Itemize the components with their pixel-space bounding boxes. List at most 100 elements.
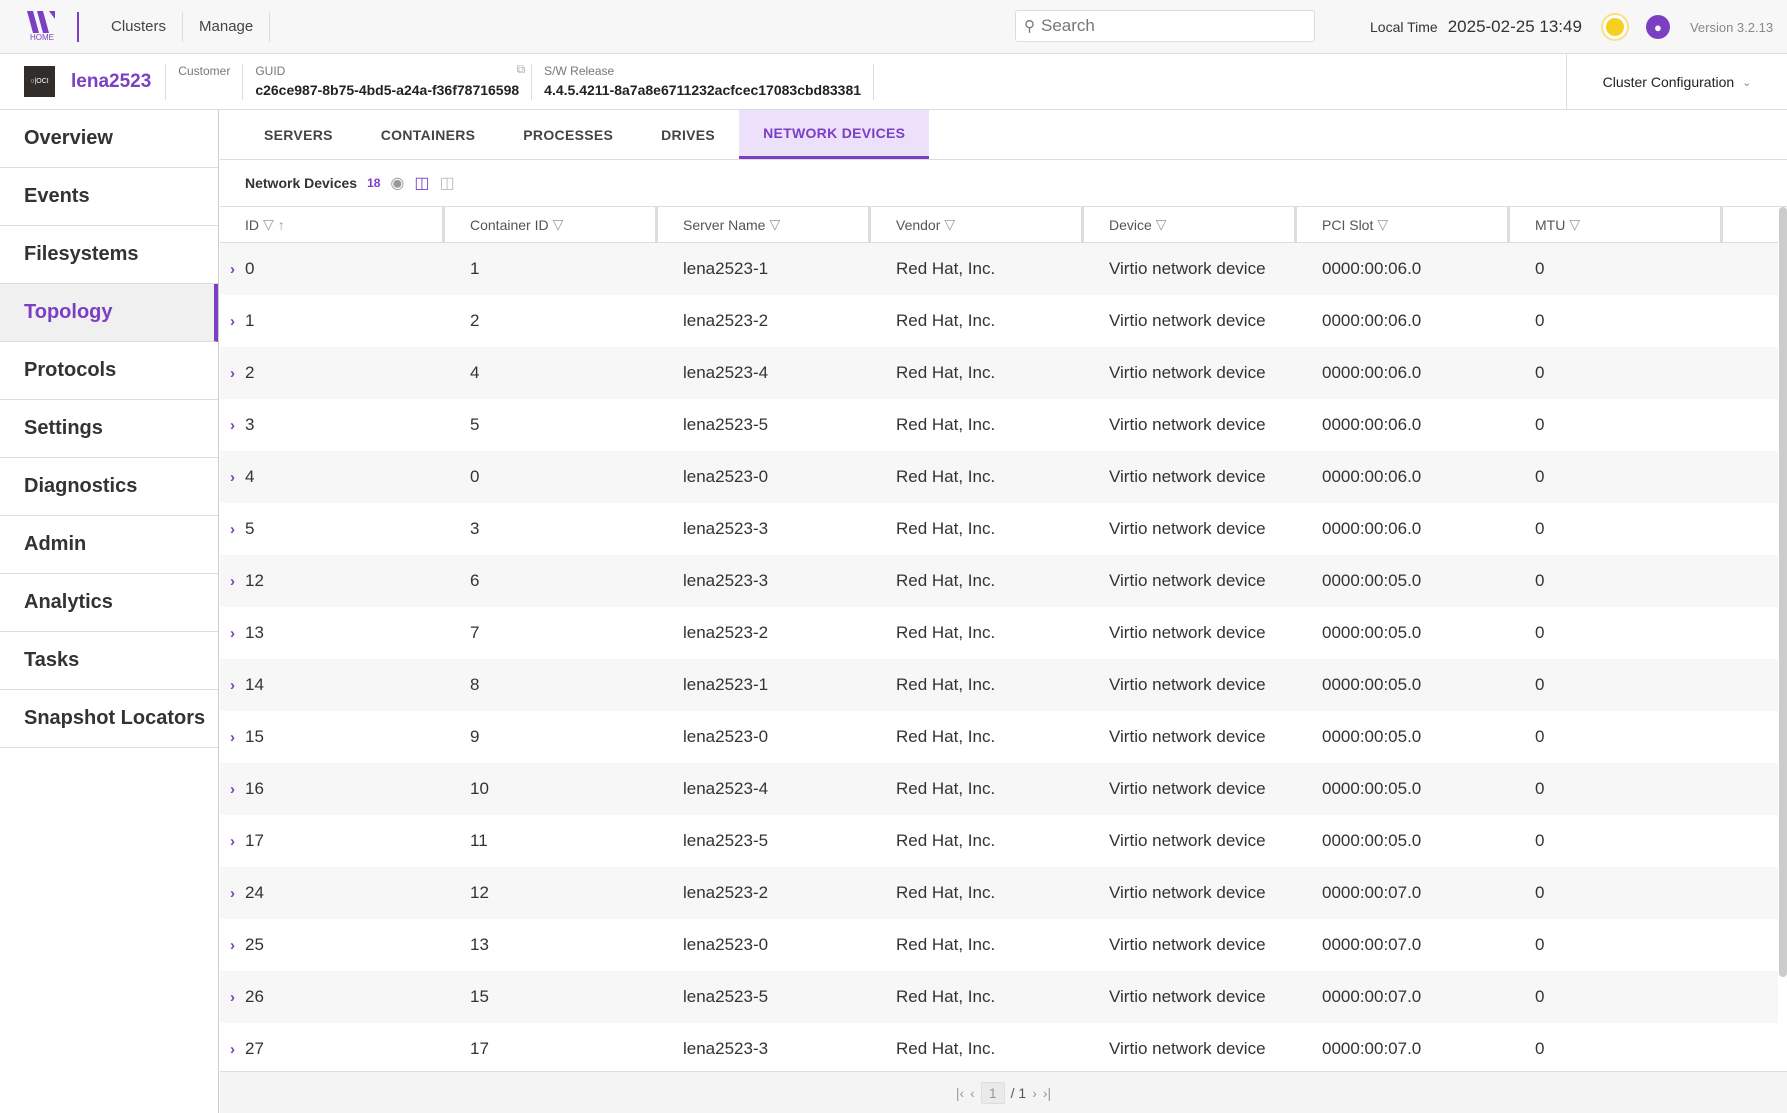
user-icon[interactable]: ● [1645,15,1670,39]
resize-columns-icon[interactable]: ◫ [414,175,430,192]
last-page-icon[interactable]: ›| [1042,1084,1052,1101]
reset-columns-icon[interactable]: ◫ [439,175,455,192]
tab-containers[interactable]: CONTAINERS [380,126,476,143]
expand-row-icon[interactable]: › [230,989,235,1006]
expand-row-icon[interactable]: › [230,417,235,434]
table-row[interactable]: › 16 10 lena2523-4 Red Hat, Inc. Virtio netwo… [220,763,1778,815]
table-cell: › 2 [220,363,445,383]
scrollbar[interactable] [1779,207,1787,977]
table-row[interactable]: › 13 7 lena2523-2 Red Hat, Inc. Virtio networ… [220,607,1778,659]
table-row[interactable]: › 26 15 lena2523-5 Red Hat, Inc. Virtio netwo… [220,971,1778,1023]
column-header[interactable]: Server Name ▽ [658,207,871,242]
table-row[interactable]: › 27 17 lena2523-3 Red Hat, Inc. Virtio netwo… [220,1023,1778,1075]
logo-text: HOME [30,33,54,42]
divider [77,11,79,42]
tab-drives[interactable]: DRIVES [661,126,716,143]
filter-icon[interactable]: ▽ [769,216,781,232]
cell-value: lena2523-5 [683,415,769,434]
search-input[interactable]: ⚲ Search [1015,10,1315,42]
column-header[interactable]: MTU ▽ [1510,207,1723,242]
expand-row-icon[interactable]: › [230,625,235,642]
filter-icon[interactable]: ▽ [263,216,274,232]
table-cell: lena2523-1 [658,675,871,695]
expand-row-icon[interactable]: › [230,365,235,382]
filter-icon[interactable]: ▽ [944,216,956,232]
table-row[interactable]: › 24 12 lena2523-2 Red Hat, Inc. Virtio netwo… [220,867,1778,919]
cell-value: lena2523-0 [683,467,769,486]
table-row[interactable]: › 3 5 lena2523-5 Red Hat, Inc. Virtio network… [220,399,1778,451]
sidebar-item-settings[interactable]: Settings [0,400,218,458]
table-row[interactable]: › 2 4 lena2523-4 Red Hat, Inc. Virtio network… [220,347,1778,399]
table-cell: 13 [445,935,658,955]
table-cell: 0 [1510,987,1723,1007]
expand-row-icon[interactable]: › [230,781,235,798]
column-header[interactable]: Device ▽ [1084,207,1297,242]
sidebar-item-snapshot-locators[interactable]: Snapshot Locators [0,690,218,748]
sort-ascending-icon[interactable]: ↑ [277,216,285,233]
expand-row-icon[interactable]: › [230,469,235,486]
expand-row-icon[interactable]: › [230,885,235,902]
sun-icon[interactable] [1605,18,1624,36]
table-header: ID ▽ ↑ Container ID ▽ Server Name ▽ Vendor ▽ Devi… [220,207,1778,243]
cell-value: 13 [245,623,264,642]
table-row[interactable]: › 25 13 lena2523-0 Red Hat, Inc. Virtio netwo… [220,919,1778,971]
table-row[interactable]: › 17 11 lena2523-5 Red Hat, Inc. Virtio netwo… [220,815,1778,867]
table-row[interactable]: › 14 8 lena2523-1 Red Hat, Inc. Virtio networ… [220,659,1778,711]
column-header[interactable]: PCI Slot ▽ [1297,207,1510,242]
expand-row-icon[interactable]: › [230,521,235,538]
table-cell: Virtio network device [1084,675,1297,695]
sidebar-item-events[interactable]: Events [0,168,218,226]
cell-value: 4 [470,363,480,382]
table-row[interactable]: › 12 6 lena2523-3 Red Hat, Inc. Virtio networ… [220,555,1778,607]
expand-row-icon[interactable]: › [230,1041,235,1058]
table-row[interactable]: › 1 2 lena2523-2 Red Hat, Inc. Virtio network… [220,295,1778,347]
filter-icon[interactable]: ▽ [1569,216,1581,232]
page-input[interactable]: 1 [980,1081,1005,1104]
expand-row-icon[interactable]: › [230,573,235,590]
expand-row-icon[interactable]: › [230,937,235,954]
nav-manage[interactable]: Manage [183,11,271,42]
expand-row-icon[interactable]: › [230,729,235,746]
sidebar-item-filesystems[interactable]: Filesystems [0,226,218,284]
expand-row-icon[interactable]: › [230,261,235,278]
sidebar-item-diagnostics[interactable]: Diagnostics [0,458,218,516]
home-logo[interactable]: HOME [22,11,62,42]
column-header[interactable]: Container ID ▽ [445,207,658,242]
cell-value: lena2523-2 [683,623,769,642]
sidebar-item-overview[interactable]: Overview [0,110,218,168]
filter-icon[interactable]: ▽ [1377,216,1389,232]
filter-icon[interactable]: ▽ [552,216,564,232]
sidebar-item-analytics[interactable]: Analytics [0,574,218,632]
table-row[interactable]: › 5 3 lena2523-3 Red Hat, Inc. Virtio network… [220,503,1778,555]
cluster-configuration-dropdown[interactable]: Cluster Configuration ⌄ [1566,54,1787,110]
tab-network-devices[interactable]: NETWORK DEVICES [739,110,930,159]
first-page-icon[interactable]: |‹ [955,1084,965,1101]
copy-icon[interactable]: ⧉ [516,61,526,76]
cell-value: 0000:00:05.0 [1322,727,1422,746]
column-label: MTU [1535,216,1566,233]
prev-page-icon[interactable]: ‹ [970,1084,975,1101]
sidebar-item-tasks[interactable]: Tasks [0,632,218,690]
table-row[interactable]: › 0 1 lena2523-1 Red Hat, Inc. Virtio network… [220,243,1778,295]
sidebar-item-topology[interactable]: Topology [0,284,218,342]
expand-row-icon[interactable]: › [230,677,235,694]
expand-row-icon[interactable]: › [230,313,235,330]
table-cell: lena2523-4 [658,779,871,799]
cluster-name[interactable]: lena2523 [71,70,152,92]
table-row[interactable]: › 4 0 lena2523-0 Red Hat, Inc. Virtio network… [220,451,1778,503]
sidebar-item-admin[interactable]: Admin [0,516,218,574]
eye-icon[interactable]: ◉ [390,175,405,192]
tab-processes[interactable]: PROCESSES [523,126,614,143]
expand-row-icon[interactable]: › [230,833,235,850]
tab-servers[interactable]: SERVERS [264,126,333,143]
sidebar-item-protocols[interactable]: Protocols [0,342,218,400]
column-header[interactable]: Vendor ▽ [871,207,1084,242]
cell-value: 0 [1535,987,1545,1006]
cell-value: 27 [245,1039,264,1058]
column-header[interactable]: ID ▽ ↑ [220,207,445,242]
filter-icon[interactable]: ▽ [1155,216,1167,232]
table-cell: › 16 [220,779,445,799]
next-page-icon[interactable]: › [1032,1084,1037,1101]
table-row[interactable]: › 15 9 lena2523-0 Red Hat, Inc. Virtio networ… [220,711,1778,763]
nav-clusters[interactable]: Clusters [95,11,184,42]
